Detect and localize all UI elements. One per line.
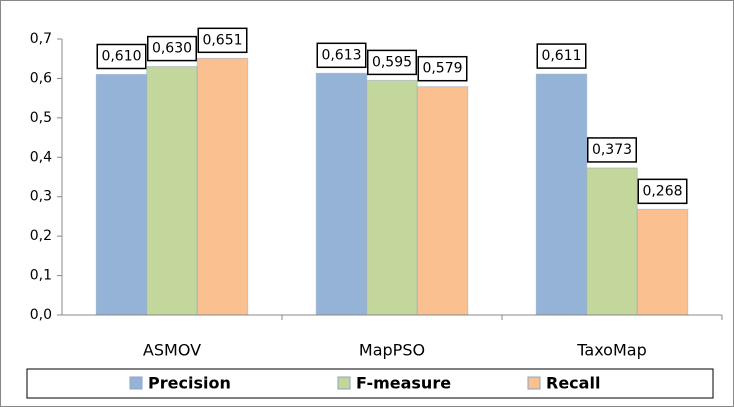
value-label: 0,651 bbox=[202, 32, 242, 48]
value-label-box bbox=[147, 35, 197, 62]
x-tick-label: MapPSO bbox=[359, 341, 425, 360]
value-label-box bbox=[96, 43, 147, 70]
x-tick-label: ASMOV bbox=[143, 341, 201, 360]
bar bbox=[636, 208, 689, 316]
bar bbox=[315, 72, 368, 316]
value-label: 0,373 bbox=[592, 142, 632, 158]
value-label: 0,613 bbox=[321, 47, 361, 63]
x-tick-label: TaxoMap bbox=[576, 341, 646, 360]
legend-label: Precision bbox=[148, 374, 231, 393]
y-tick-label: 0,7 bbox=[30, 31, 52, 47]
legend-swatch bbox=[527, 376, 541, 390]
value-label-box bbox=[197, 27, 248, 54]
value-label-box bbox=[536, 43, 587, 69]
legend-label: Recall bbox=[546, 374, 600, 393]
y-tick-label: 0,5 bbox=[30, 110, 52, 126]
bar bbox=[586, 167, 638, 316]
value-label: 0,595 bbox=[372, 54, 412, 70]
bar bbox=[95, 73, 148, 316]
value-label: 0,611 bbox=[541, 48, 581, 64]
legend-swatch bbox=[337, 376, 351, 390]
value-label-box bbox=[587, 137, 637, 163]
value-label-box bbox=[637, 178, 688, 205]
legend-swatch bbox=[129, 376, 143, 390]
value-label-box bbox=[417, 55, 468, 82]
bar bbox=[366, 79, 418, 316]
value-label: 0,579 bbox=[422, 61, 462, 77]
bar bbox=[416, 86, 469, 316]
y-tick-label: 0,0 bbox=[30, 307, 52, 323]
bar bbox=[535, 73, 588, 316]
bar bbox=[146, 66, 198, 316]
value-label: 0,268 bbox=[642, 183, 682, 199]
y-tick-label: 0,4 bbox=[30, 149, 52, 165]
y-tick-label: 0,3 bbox=[30, 189, 52, 205]
legend-label: F-measure bbox=[356, 374, 451, 393]
value-label: 0,630 bbox=[152, 41, 192, 57]
y-tick-label: 0,1 bbox=[30, 268, 52, 284]
value-label-box bbox=[367, 49, 417, 76]
value-label: 0,610 bbox=[101, 48, 141, 64]
value-label-box bbox=[316, 42, 367, 69]
y-tick-label: 0,6 bbox=[30, 70, 52, 86]
bar bbox=[196, 57, 249, 316]
y-tick-label: 0,2 bbox=[30, 228, 52, 244]
